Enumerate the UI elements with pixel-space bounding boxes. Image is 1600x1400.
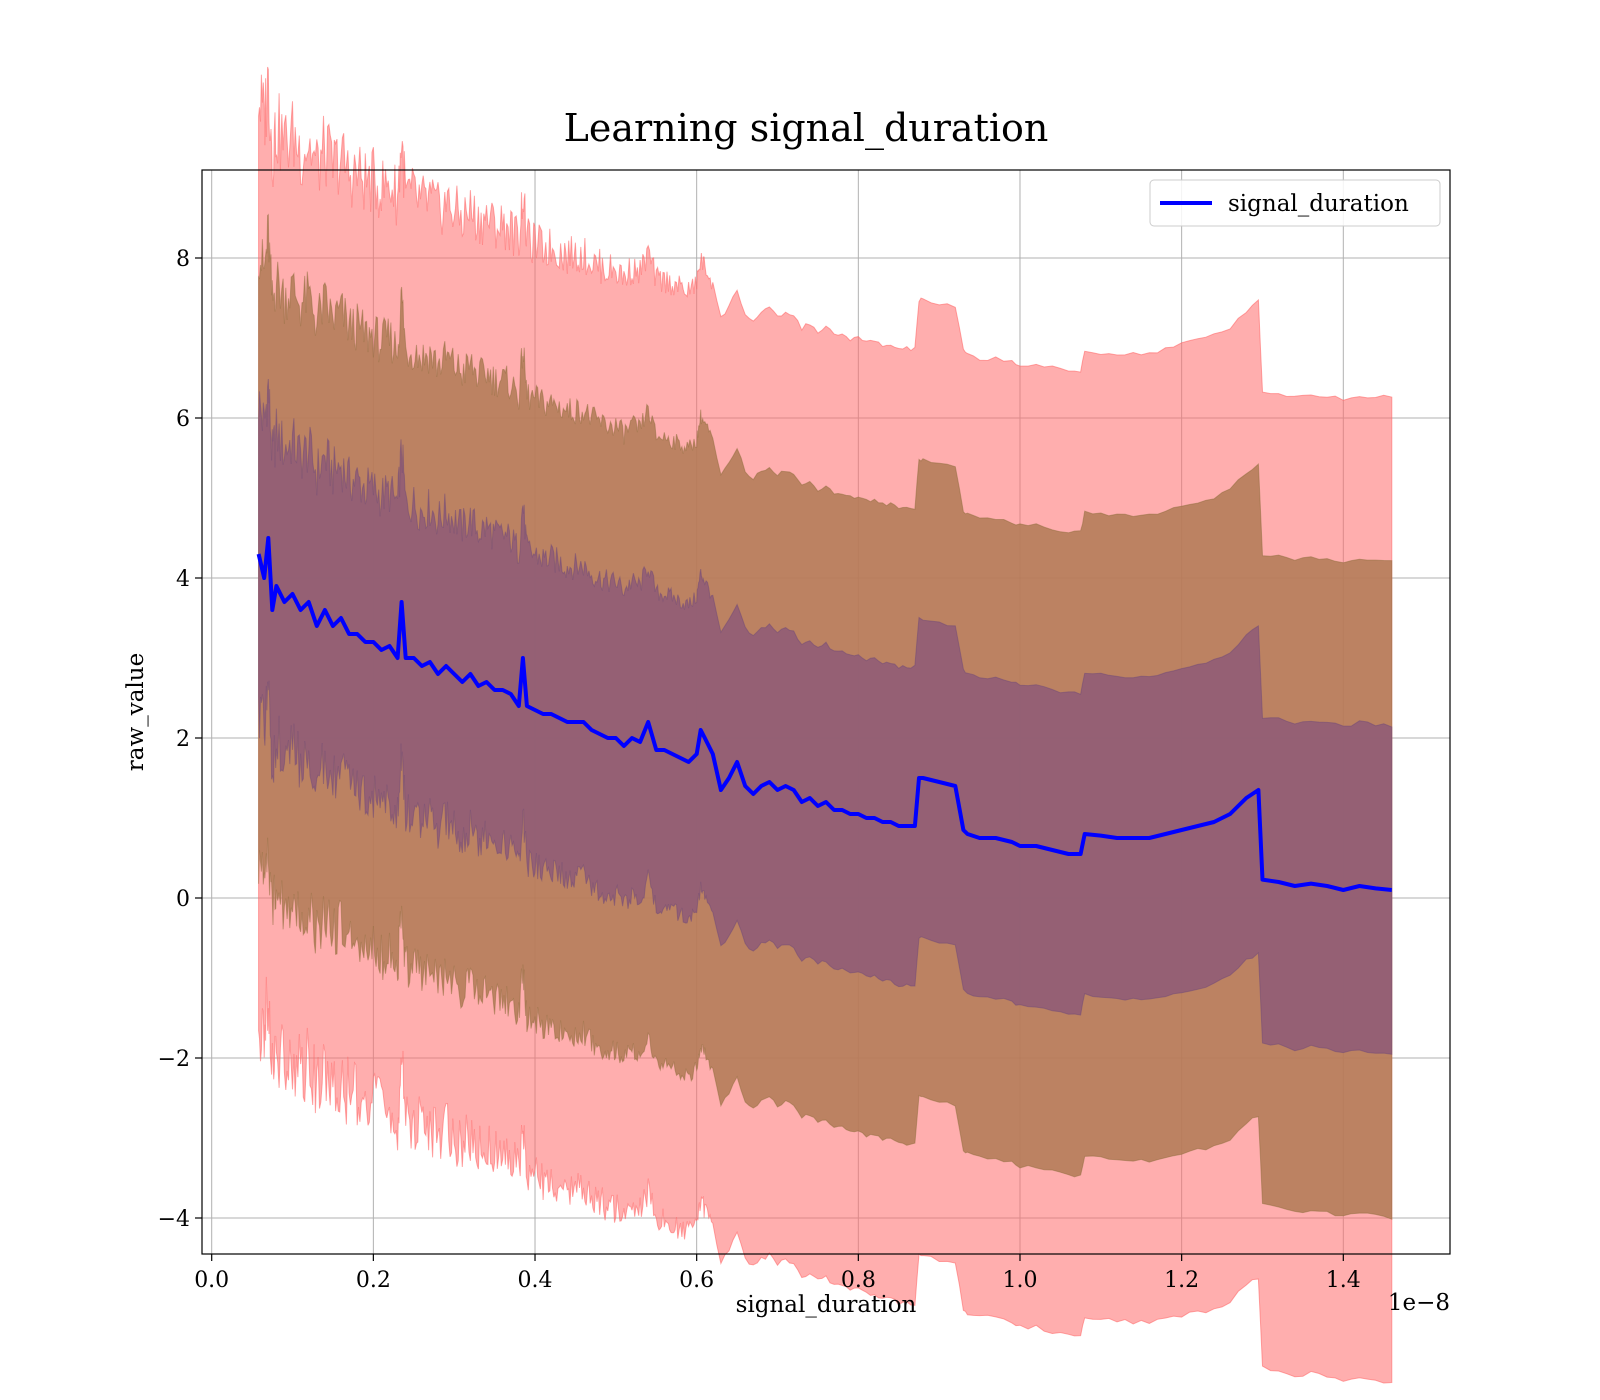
x-axis-label: signal_duration (736, 1292, 917, 1318)
legend: signal_duration (1149, 179, 1441, 227)
y-axis-label: raw_value (123, 653, 149, 771)
legend-box (1149, 179, 1441, 227)
chart-title: Learning signal_duration (564, 106, 1049, 151)
confidence-bands (258, 66, 1393, 1384)
x-tick-label-1: 0.2 (356, 1268, 391, 1293)
x-axis-offset-text: 1e−8 (1388, 1290, 1450, 1316)
plot-frame (201, 169, 1451, 1255)
x-tick-label-7: 1.4 (1326, 1268, 1361, 1293)
x-tick-label-3: 0.6 (679, 1268, 714, 1293)
y-tick-label-3: 2 (176, 727, 190, 752)
x-tick-label-4: 0.8 (841, 1268, 876, 1293)
x-tick-label-5: 1.0 (1002, 1268, 1037, 1293)
x-axis-ticks: 0.0 0.2 0.4 0.6 0.8 1.0 1.2 1.4 (194, 1254, 1361, 1293)
x-tick-label-2: 0.4 (518, 1268, 553, 1293)
series-line-signal-duration (256, 536, 1392, 892)
x-tick-label-0: 0.0 (194, 1268, 229, 1293)
x-tick-label-6: 1.2 (1164, 1268, 1199, 1293)
legend-label: signal_duration (1228, 191, 1409, 217)
y-tick-label-5: 6 (176, 407, 190, 432)
band-inner (258, 378, 1393, 1055)
series-lines (256, 536, 1392, 892)
y-tick-label-2: 0 (176, 887, 190, 912)
y-tick-label-4: 4 (176, 567, 190, 592)
y-axis-ticks: −4 −2 0 2 4 6 8 (158, 247, 202, 1232)
y-tick-label-6: 8 (176, 247, 190, 272)
y-tick-label-0: −4 (158, 1207, 190, 1232)
y-tick-label-1: −2 (158, 1047, 190, 1072)
